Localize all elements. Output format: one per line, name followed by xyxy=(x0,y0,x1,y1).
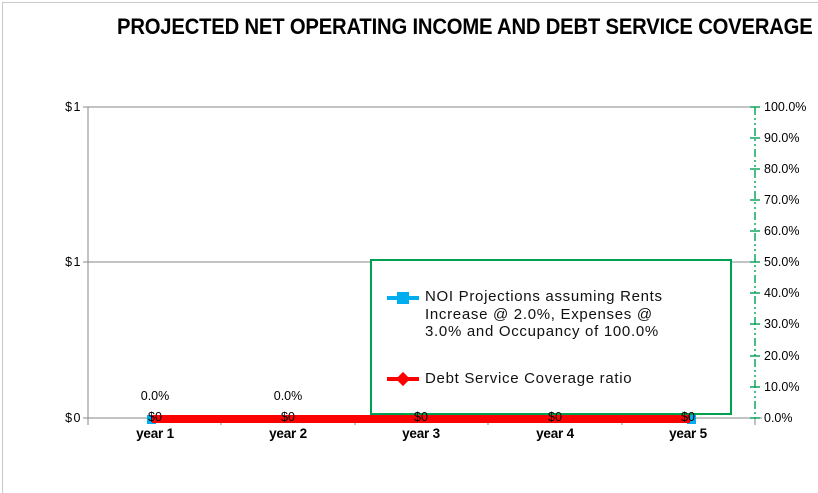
right-axis-label: 30.0% xyxy=(764,317,800,331)
dscr-series-line xyxy=(152,415,690,423)
right-axis-label: 100.0% xyxy=(764,100,807,114)
noi-marker-square-icon xyxy=(397,292,409,304)
x-axis-label: year 1 xyxy=(136,426,174,441)
noi-data-label: $0 xyxy=(681,410,695,424)
dscr-legend-label: Debt Service Coverage ratio xyxy=(425,370,725,388)
right-axis-label: 0.0% xyxy=(764,411,793,425)
right-axis-label: 80.0% xyxy=(764,162,800,176)
right-axis-label: 10.0% xyxy=(764,380,800,394)
noi-data-label: $0 xyxy=(281,410,295,424)
dscr-data-label: 0.0% xyxy=(140,389,170,403)
legend: NOI Projections assuming Rents Increase … xyxy=(370,259,732,415)
x-axis-label: year 5 xyxy=(669,426,707,441)
noi-legend-label: NOI Projections assuming Rents Increase … xyxy=(425,288,725,341)
right-axis-label: 20.0% xyxy=(764,349,800,363)
noi-legend-marker-icon xyxy=(387,292,419,304)
dscr-legend-line1: Debt Service Coverage ratio xyxy=(425,370,633,387)
right-axis-label: 60.0% xyxy=(764,224,800,238)
noi-legend-line1: NOI Projections assuming Rents xyxy=(425,288,663,305)
left-axis-label: $1 xyxy=(65,255,82,269)
noi-point-marker xyxy=(687,415,696,424)
noi-legend-line3: 3.0% and Occupancy of 100.0% xyxy=(425,323,659,340)
noi-point-marker xyxy=(147,415,156,424)
noi-data-label: $0 xyxy=(548,410,562,424)
noi-legend-line2: Increase @ 2.0%, Expenses @ xyxy=(425,305,653,323)
x-axis-label: year 2 xyxy=(269,426,307,441)
right-axis-label: 50.0% xyxy=(764,255,800,269)
left-axis-label: $1 xyxy=(65,100,82,114)
dscr-data-label: 0.0% xyxy=(273,389,303,403)
right-axis-label: 70.0% xyxy=(764,193,800,207)
noi-data-label: $0 xyxy=(148,410,162,424)
x-axis-label: year 4 xyxy=(536,426,574,441)
right-axis-label: 90.0% xyxy=(764,131,800,145)
left-axis-label: $0 xyxy=(65,411,82,425)
dscr-marker-diamond-icon xyxy=(395,371,411,387)
noi-data-label: $0 xyxy=(414,410,428,424)
x-axis-label: year 3 xyxy=(402,426,440,441)
chart-title: PROJECTED NET OPERATING INCOME AND DEBT … xyxy=(117,14,818,39)
dscr-legend-marker-icon xyxy=(387,371,419,387)
right-axis-label: 40.0% xyxy=(764,286,800,300)
